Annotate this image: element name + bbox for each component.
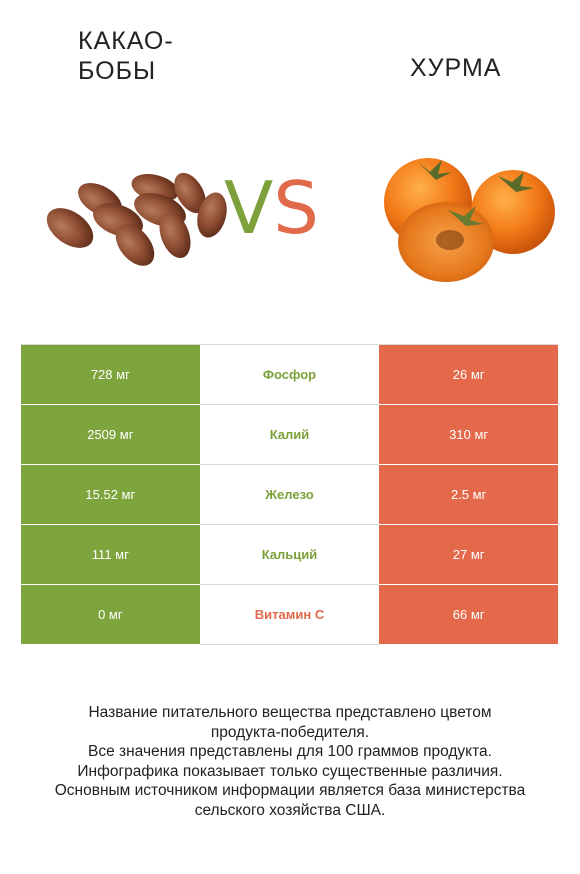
footer-line: Название питательного вещества представл… [88, 704, 492, 721]
comparison-row: 111 мг Кальций 27 мг [21, 524, 558, 585]
footer-notes: Название питательного вещества представл… [0, 703, 580, 820]
vs-s: S [273, 166, 319, 250]
left-value: 728 мг [21, 344, 200, 405]
footer-line: Основным источником информации является … [54, 782, 526, 799]
right-value: 2.5 мг [379, 464, 558, 525]
right-value: 310 мг [379, 404, 558, 465]
left-value: 15.52 мг [21, 464, 200, 525]
nutrient-name: Витамин C [199, 584, 380, 645]
right-value: 66 мг [379, 584, 558, 645]
left-value: 111 мг [21, 524, 200, 585]
comparison-table: 728 мг Фосфор 26 мг 2509 мг Калий 310 мг 15.52… [21, 344, 558, 645]
left-food-title: Какао-бобы [78, 27, 174, 85]
nutrient-name: Железо [199, 464, 380, 525]
right-value: 27 мг [379, 524, 558, 585]
footer-line: сельского хозяйства США. [194, 801, 386, 819]
comparison-row: 728 мг Фосфор 26 мг [21, 344, 558, 405]
left-value: 0 мг [21, 584, 200, 645]
vs-v: V [224, 166, 274, 250]
footer-line: Инфографика показывает только существенн… [77, 762, 503, 780]
nutrient-name: Кальций [199, 524, 380, 585]
vs-label: VS [224, 168, 319, 248]
footer-line: Все значения представлены для 100 граммо… [88, 743, 492, 760]
comparison-row: 15.52 мг Железо 2.5 мг [21, 464, 558, 525]
right-food-title: Хурма [410, 54, 502, 82]
right-value: 26 мг [379, 344, 558, 405]
nutrient-name: Фосфор [199, 344, 380, 405]
comparison-row: 2509 мг Калий 310 мг [21, 404, 558, 465]
left-value: 2509 мг [21, 404, 200, 465]
comparison-row: 0 мг Витамин C 66 мг [21, 584, 558, 645]
cocoa-beans-image [46, 172, 227, 266]
footer-line: продукта-победителя. [210, 723, 370, 741]
persimmon-image [384, 158, 555, 282]
nutrient-name: Калий [199, 404, 380, 465]
